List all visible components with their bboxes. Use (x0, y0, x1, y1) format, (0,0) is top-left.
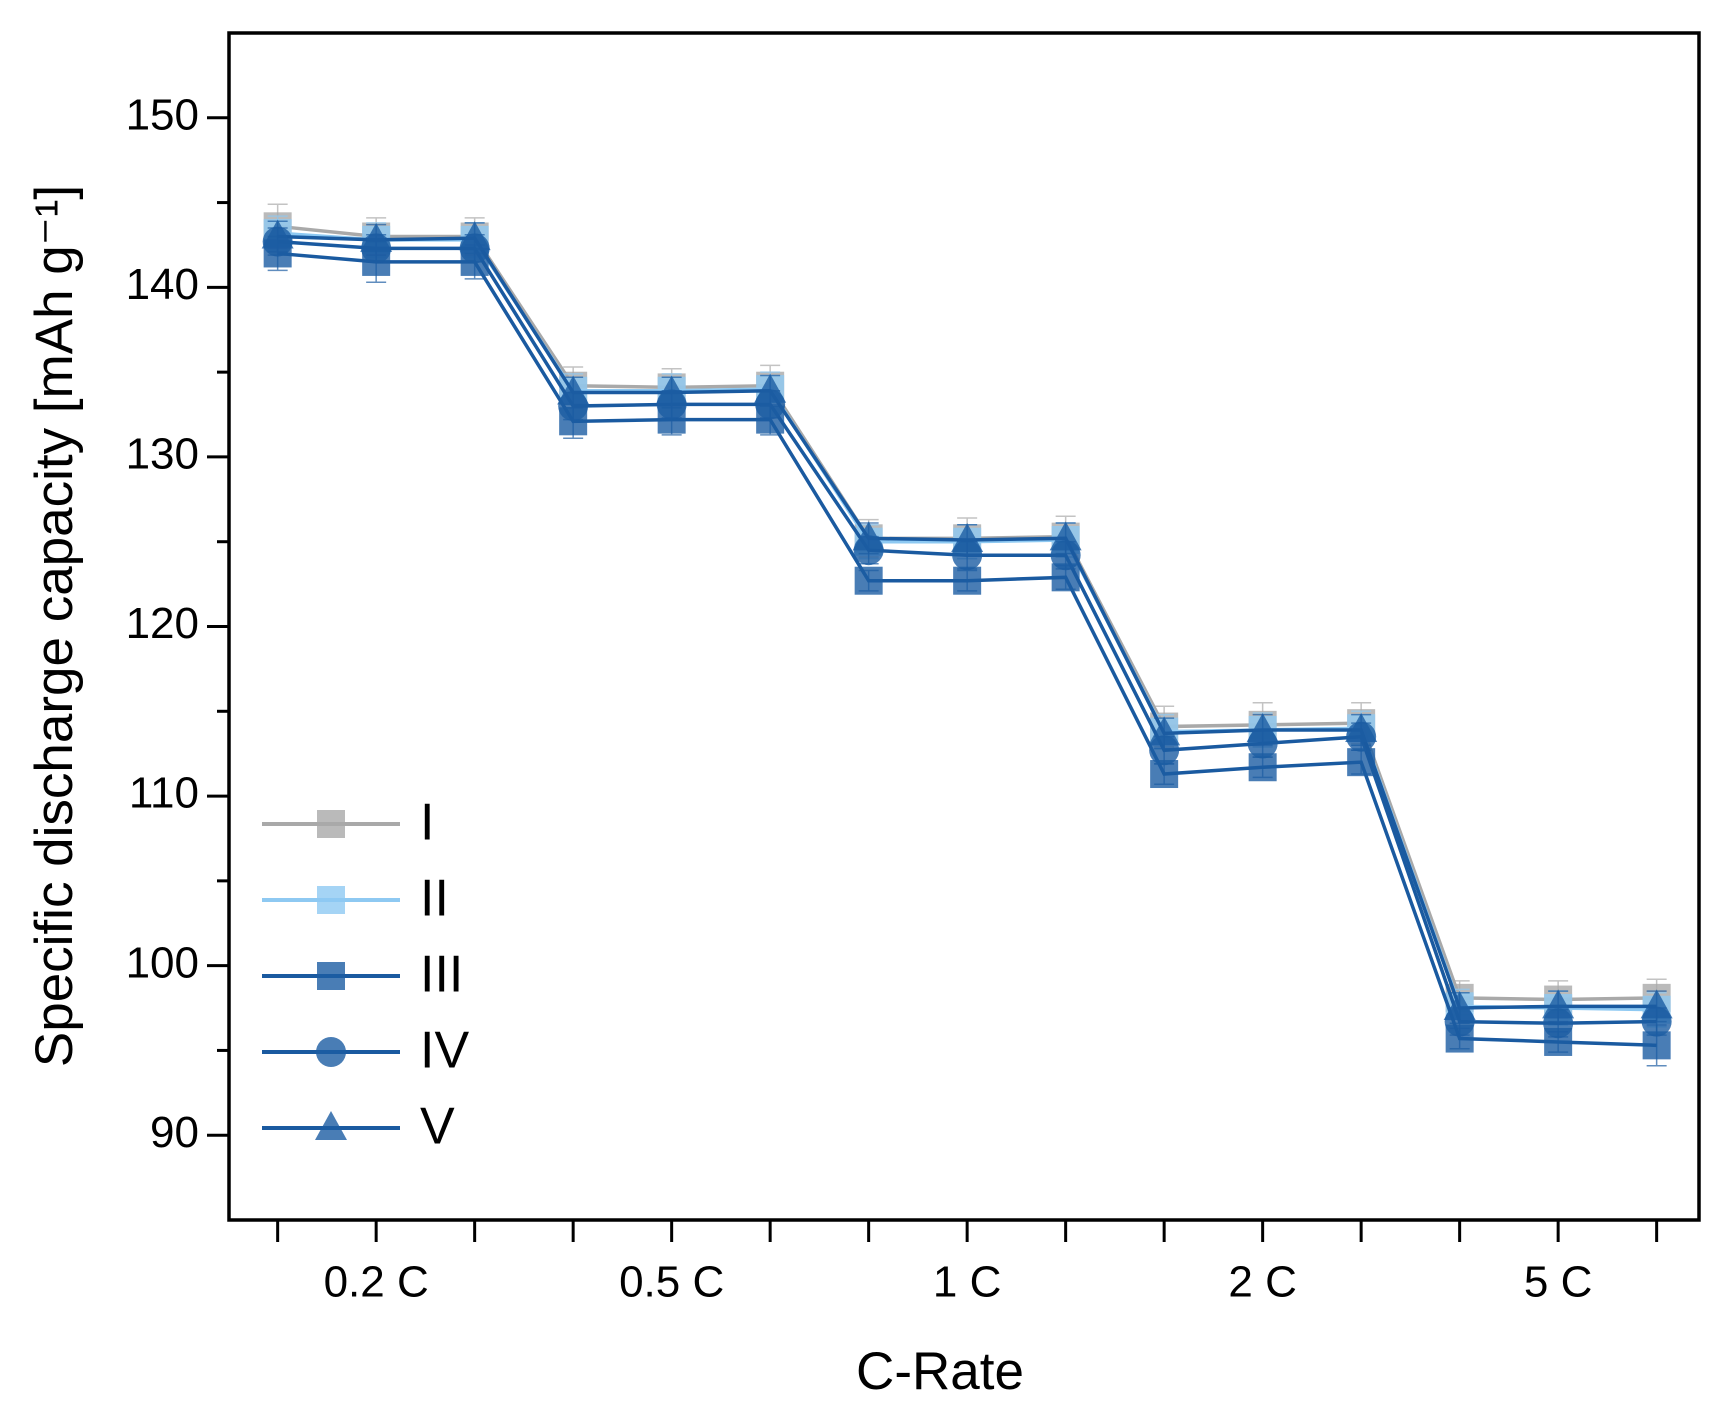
legend-label: II (420, 870, 449, 928)
y-tick-label: 120 (126, 599, 199, 648)
y-tick-label: 140 (126, 260, 199, 309)
legend-marker (317, 962, 345, 990)
data-point (655, 375, 688, 405)
data-point (360, 222, 393, 252)
series-line (277, 231, 1657, 1012)
legend-marker (315, 1111, 347, 1140)
x-tick-label: 0.2 C (324, 1258, 429, 1307)
y-tick-label: 100 (126, 938, 199, 987)
data-point (1443, 991, 1476, 1021)
series-line (277, 234, 1657, 1010)
y-axis-label: Specific discharge capacity [mAh g⁻¹] (25, 185, 84, 1067)
y-tick-label: 150 (126, 90, 199, 139)
legend-marker (316, 1037, 346, 1067)
legend-label: I (420, 794, 434, 852)
data-point (854, 566, 883, 595)
data-point (1049, 521, 1082, 551)
plot-frame (227, 31, 1701, 1222)
data-point (1345, 712, 1378, 742)
data-point (557, 375, 590, 405)
y-tick-label: 130 (126, 430, 199, 479)
data-point (1640, 989, 1673, 1019)
legend-label: V (420, 1098, 455, 1156)
series-line (277, 251, 1657, 1048)
data-point (1246, 712, 1279, 742)
data-point (1148, 716, 1181, 746)
series-line (277, 224, 1657, 1002)
data-point (951, 523, 984, 553)
series-line (277, 239, 1657, 1026)
y-tick-label: 90 (150, 1108, 199, 1157)
data-point (953, 566, 982, 595)
data-point (1542, 989, 1575, 1019)
data-point (754, 373, 787, 403)
legend-label: IV (420, 1022, 469, 1080)
x-axis-label: C-Rate (856, 1342, 1024, 1401)
legend-marker (317, 810, 345, 838)
x-tick-label: 1 C (933, 1258, 1001, 1307)
data-point (261, 219, 294, 249)
x-tick-label: 2 C (1228, 1258, 1296, 1307)
legend-marker (317, 886, 345, 914)
legend-label: III (420, 946, 463, 1004)
data-point (458, 221, 491, 251)
y-tick-label: 110 (129, 769, 199, 818)
data-point (852, 521, 885, 551)
x-tick-label: 5 C (1524, 1258, 1592, 1307)
x-tick-label: 0.5 C (619, 1258, 724, 1307)
